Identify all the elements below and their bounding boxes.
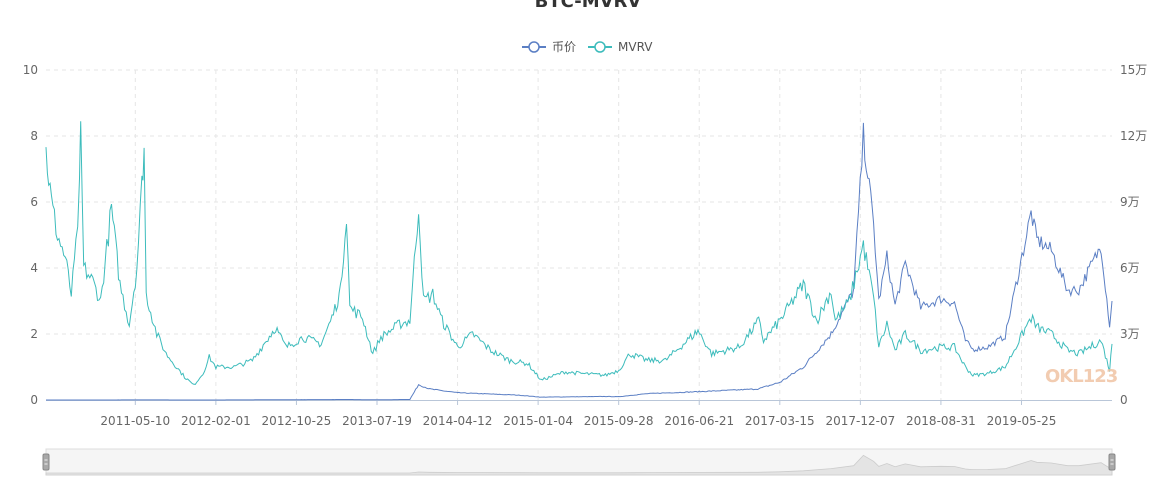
data-zoom-slider[interactable] (42, 448, 1116, 476)
y-right-tick-label: 0 (1120, 393, 1128, 407)
series-price (46, 122, 1113, 401)
series-mvrv (45, 121, 1113, 385)
y-left-tick-label: 10 (23, 63, 38, 77)
y-left-tick-label: 6 (30, 195, 38, 209)
x-tick-label: 2017-03-15 (745, 414, 815, 428)
legend[interactable]: 币价 MVRV (522, 40, 653, 54)
x-tick-label: 2019-05-25 (987, 414, 1057, 428)
x-tick-label: 2016-06-21 (664, 414, 734, 428)
x-tick-label: 2013-07-19 (342, 414, 412, 428)
chart-title: BTC-MVRV (534, 0, 642, 12)
y-left-tick-label: 0 (30, 393, 38, 407)
y-left-tick-label: 4 (30, 261, 38, 275)
zoom-handle-right[interactable] (1108, 453, 1116, 471)
x-tick-label: 2017-12-07 (825, 414, 895, 428)
data-zoom-preview (45, 454, 1113, 476)
y-right-tick-label: 6万 (1120, 261, 1140, 275)
legend-marker-icon (528, 41, 540, 53)
x-axis: 2011-05-10 2012-02-01 2012-10-25 2013-07-19… (46, 400, 1112, 428)
grid (46, 69, 1112, 400)
x-tick-label: 2018-08-31 (906, 414, 976, 428)
y-axis-left: 0 2 4 6 8 10 (23, 63, 38, 407)
watermark-logo: OKL123 (1045, 366, 1118, 387)
series-line (45, 121, 1113, 385)
zoom-handle-left[interactable] (42, 453, 50, 471)
series-line (46, 122, 1113, 401)
legend-label: 币价 (552, 40, 576, 54)
x-tick-label: 2012-10-25 (262, 414, 332, 428)
legend-label: MVRV (618, 40, 653, 54)
y-right-tick-label: 15万 (1120, 63, 1147, 77)
y-right-tick-label: 12万 (1120, 129, 1147, 143)
y-left-tick-label: 8 (30, 129, 38, 143)
x-tick-label: 2015-01-04 (503, 414, 573, 428)
y-right-tick-label: 9万 (1120, 195, 1140, 209)
y-axis-right: 0 3万 6万 9万 12万 15万 (1120, 63, 1147, 407)
legend-marker-icon (594, 41, 606, 53)
y-left-tick-label: 2 (30, 327, 38, 341)
x-tick-label: 2011-05-10 (100, 414, 170, 428)
series-layer (45, 121, 1113, 401)
x-tick-label: 2012-02-01 (181, 414, 251, 428)
x-tick-label: 2014-04-12 (423, 414, 493, 428)
x-tick-label: 2015-09-28 (584, 414, 654, 428)
y-right-tick-label: 3万 (1120, 327, 1140, 341)
